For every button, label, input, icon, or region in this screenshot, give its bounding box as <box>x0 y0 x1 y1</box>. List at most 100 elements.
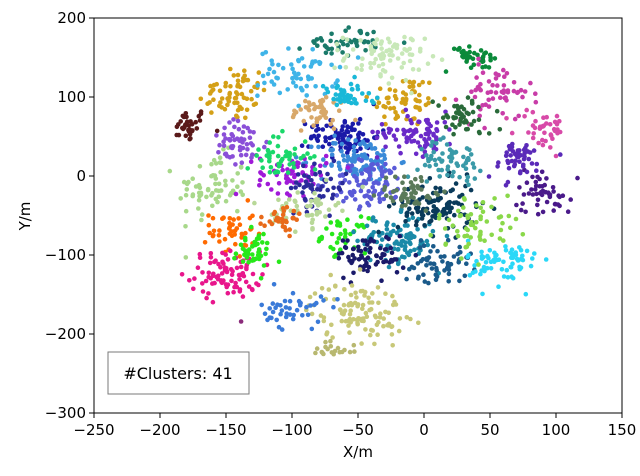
data-point-cluster-40 <box>440 115 446 120</box>
data-point-cluster-26 <box>426 280 431 286</box>
data-point-cluster-17 <box>339 149 344 154</box>
data-point-cluster-28 <box>347 349 353 355</box>
data-point-cluster-5 <box>216 233 222 238</box>
data-point-cluster-23 <box>410 215 416 221</box>
data-point-cluster-14 <box>486 97 492 103</box>
data-point-cluster-40 <box>443 124 449 130</box>
data-point-cluster-10 <box>335 78 340 83</box>
data-point-cluster-33 <box>515 148 521 153</box>
data-point-cluster-4 <box>238 189 244 194</box>
data-point-cluster-16 <box>358 146 363 151</box>
data-point-cluster-32 <box>535 211 541 217</box>
data-point-cluster-34 <box>464 157 470 163</box>
data-point-cluster-6 <box>228 248 233 254</box>
data-point-cluster-27 <box>341 311 347 316</box>
data-point-cluster-11 <box>329 31 334 37</box>
data-point-cluster-2 <box>231 73 237 78</box>
data-point-cluster-5 <box>237 222 243 227</box>
x-tick-label: −250 <box>73 421 114 439</box>
data-point-cluster-39 <box>325 89 331 95</box>
data-point-cluster-27 <box>397 316 403 321</box>
data-point-cluster-22 <box>280 156 285 162</box>
data-point-cluster-23 <box>379 237 385 242</box>
data-point-cluster-3 <box>388 106 393 111</box>
data-point-cluster-3 <box>392 93 398 99</box>
data-point-cluster-32 <box>526 191 532 196</box>
data-point-cluster-6 <box>195 265 201 271</box>
data-point-cluster-40 <box>445 115 451 120</box>
data-point-cluster-19 <box>404 139 410 145</box>
data-point-cluster-22 <box>312 167 318 172</box>
data-point-cluster-25 <box>359 253 364 258</box>
data-point-cluster-26 <box>428 261 433 266</box>
data-point-cluster-23 <box>395 246 401 252</box>
data-point-cluster-1 <box>198 109 204 114</box>
data-point-cluster-4 <box>213 188 219 193</box>
data-point-cluster-29 <box>501 274 507 279</box>
data-point-cluster-29 <box>518 257 524 262</box>
data-point-cluster-2 <box>198 96 204 102</box>
data-point-cluster-18 <box>369 162 374 168</box>
data-point-cluster-12 <box>380 51 386 56</box>
data-point-cluster-27 <box>368 306 374 312</box>
data-point-cluster-31 <box>474 219 479 225</box>
data-point-cluster-40 <box>486 131 492 136</box>
data-point-cluster-12 <box>418 46 423 52</box>
data-point-cluster-8 <box>324 226 329 231</box>
data-point-cluster-41 <box>291 208 297 214</box>
data-point-cluster-34 <box>424 153 429 158</box>
data-point-cluster-16 <box>311 133 317 139</box>
data-point-cluster-35 <box>423 208 429 213</box>
data-point-cluster-27 <box>349 283 355 288</box>
data-point-cluster-10 <box>280 65 286 71</box>
data-point-cluster-30 <box>267 306 273 311</box>
data-point-cluster-37 <box>295 190 301 195</box>
data-point-cluster-3 <box>426 100 431 106</box>
data-point-cluster-29 <box>501 259 506 265</box>
data-point-cluster-27 <box>354 295 359 300</box>
data-point-cluster-32 <box>520 201 525 206</box>
data-point-cluster-5 <box>242 242 247 248</box>
cluster-count-annotation: #Clusters: 41 <box>107 351 250 395</box>
data-point-cluster-27 <box>346 323 351 328</box>
data-point-cluster-20 <box>257 183 262 188</box>
data-point-cluster-21 <box>303 179 309 184</box>
data-point-cluster-13 <box>470 56 476 62</box>
data-point-cluster-19 <box>374 155 380 160</box>
data-point-cluster-19 <box>401 127 406 133</box>
data-point-cluster-30 <box>262 311 268 317</box>
data-point-cluster-37 <box>333 203 339 208</box>
data-point-cluster-24 <box>468 187 474 193</box>
data-point-cluster-28 <box>323 344 328 350</box>
data-point-cluster-7 <box>261 231 266 237</box>
data-point-cluster-4 <box>183 255 189 260</box>
data-point-cluster-24 <box>427 219 432 225</box>
data-point-cluster-5 <box>232 228 238 234</box>
data-point-cluster-27 <box>355 302 361 307</box>
data-point-cluster-22 <box>285 170 291 175</box>
data-point-cluster-32 <box>535 197 541 203</box>
data-point-cluster-25 <box>367 239 373 244</box>
data-point-cluster-17 <box>401 159 406 165</box>
data-point-cluster-4 <box>217 160 223 165</box>
data-point-cluster-21 <box>293 180 299 185</box>
data-point-cluster-14 <box>478 81 483 87</box>
data-point-cluster-11 <box>329 46 335 52</box>
data-point-cluster-22 <box>276 163 282 169</box>
data-point-cluster-34 <box>465 174 471 180</box>
data-point-cluster-8 <box>342 228 348 233</box>
data-point-cluster-25 <box>382 252 387 257</box>
data-point-cluster-34 <box>429 153 434 159</box>
data-point-cluster-12 <box>373 56 379 62</box>
data-point-cluster-35 <box>418 175 424 180</box>
data-point-cluster-12 <box>358 38 363 43</box>
data-point-cluster-12 <box>439 57 445 62</box>
data-point-cluster-17 <box>364 144 369 150</box>
data-point-cluster-30 <box>287 312 293 317</box>
data-point-cluster-5 <box>236 216 241 221</box>
data-point-cluster-4 <box>218 169 223 175</box>
data-point-cluster-14 <box>478 87 484 93</box>
data-point-cluster-26 <box>417 245 423 250</box>
data-point-cluster-6 <box>218 278 224 283</box>
data-point-cluster-33 <box>524 143 529 148</box>
